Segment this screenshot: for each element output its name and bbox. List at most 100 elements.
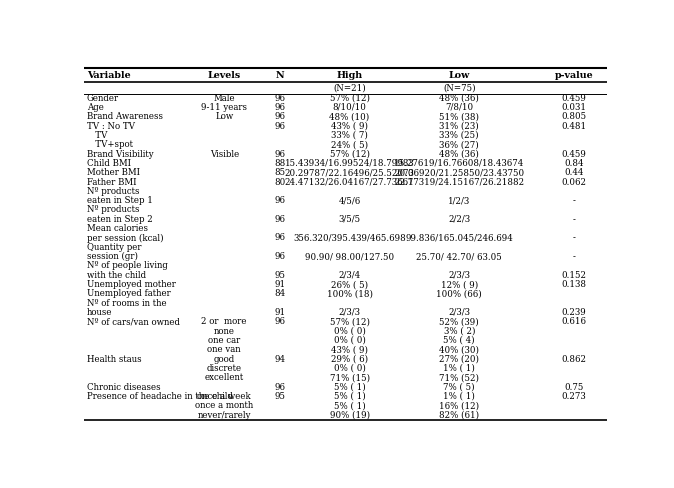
Text: 96: 96 — [274, 383, 286, 391]
Text: 85: 85 — [274, 168, 286, 177]
Text: 2/2/3: 2/2/3 — [448, 215, 470, 224]
Text: 0.239: 0.239 — [562, 308, 586, 317]
Text: -: - — [573, 215, 576, 224]
Text: 0.44: 0.44 — [565, 168, 584, 177]
Text: N: N — [276, 71, 284, 80]
Text: 2 or  more: 2 or more — [202, 317, 247, 326]
Text: 100% (18): 100% (18) — [327, 289, 373, 298]
Text: 96: 96 — [274, 112, 286, 122]
Text: 57% (12): 57% (12) — [330, 150, 369, 159]
Text: 0.062: 0.062 — [561, 178, 586, 186]
Text: 48% (36): 48% (36) — [439, 150, 479, 159]
Text: 1% ( 1): 1% ( 1) — [443, 392, 475, 401]
Text: once a month: once a month — [195, 401, 253, 410]
Text: 71% (15): 71% (15) — [330, 373, 369, 382]
Text: Unemployed father: Unemployed father — [87, 289, 171, 298]
Text: 0.152: 0.152 — [561, 271, 586, 280]
Text: 96: 96 — [274, 94, 286, 102]
Text: 96: 96 — [274, 233, 286, 243]
Text: 96: 96 — [274, 122, 286, 131]
Text: 26% ( 5): 26% ( 5) — [331, 280, 368, 289]
Text: 3% ( 2): 3% ( 2) — [443, 326, 475, 336]
Text: -: - — [573, 196, 576, 205]
Text: 0.616: 0.616 — [561, 317, 586, 326]
Text: one car: one car — [208, 336, 241, 345]
Text: 0.459: 0.459 — [561, 94, 586, 102]
Text: 4/5/6: 4/5/6 — [338, 196, 361, 205]
Text: 80: 80 — [274, 178, 286, 186]
Text: house: house — [87, 308, 113, 317]
Text: 48% (10): 48% (10) — [330, 112, 370, 122]
Text: 95: 95 — [274, 271, 286, 280]
Text: per session (kcal): per session (kcal) — [87, 233, 164, 243]
Text: 9-11 years: 9-11 years — [202, 103, 247, 112]
Text: 57% (12): 57% (12) — [330, 94, 369, 102]
Text: -: - — [573, 252, 576, 261]
Text: 96: 96 — [274, 317, 286, 326]
Text: Nº products: Nº products — [87, 187, 140, 196]
Text: 100% (66): 100% (66) — [437, 289, 482, 298]
Text: 91: 91 — [274, 308, 286, 317]
Text: 82% (61): 82% (61) — [439, 410, 479, 420]
Text: 96: 96 — [274, 150, 286, 159]
Text: 96: 96 — [274, 252, 286, 261]
Text: Low: Low — [215, 112, 233, 122]
Text: 5% ( 1): 5% ( 1) — [334, 383, 365, 391]
Text: 0.75: 0.75 — [565, 383, 584, 391]
Text: Gender: Gender — [87, 94, 119, 102]
Text: 22.77319/24.15167/26.21882: 22.77319/24.15167/26.21882 — [394, 178, 524, 186]
Text: 0.862: 0.862 — [561, 355, 586, 364]
Text: 33% ( 7): 33% ( 7) — [331, 131, 368, 140]
Text: Visible: Visible — [210, 150, 239, 159]
Text: excellent: excellent — [205, 373, 244, 382]
Text: 24% ( 5): 24% ( 5) — [331, 140, 368, 149]
Text: 1% ( 1): 1% ( 1) — [443, 364, 475, 373]
Text: (N=75): (N=75) — [443, 83, 476, 92]
Text: 40% (30): 40% (30) — [439, 346, 479, 354]
Text: discrete: discrete — [207, 364, 242, 373]
Text: p-value: p-value — [555, 71, 594, 80]
Text: 0% ( 0): 0% ( 0) — [334, 364, 365, 373]
Text: 25.70/ 42.70/ 63.05: 25.70/ 42.70/ 63.05 — [417, 252, 502, 261]
Text: Mean calories: Mean calories — [87, 224, 148, 233]
Text: Presence of headache in the child: Presence of headache in the child — [87, 392, 233, 401]
Text: good: good — [214, 355, 235, 364]
Text: 0% ( 0): 0% ( 0) — [334, 326, 365, 336]
Text: never/rarely: never/rarely — [197, 410, 251, 420]
Text: 57% (12): 57% (12) — [330, 317, 369, 326]
Text: 90% (19): 90% (19) — [330, 410, 369, 420]
Text: 2/3/4: 2/3/4 — [338, 271, 361, 280]
Text: Male: Male — [214, 94, 235, 102]
Text: 27% (20): 27% (20) — [439, 355, 479, 364]
Text: eaten in Step 2: eaten in Step 2 — [87, 215, 152, 224]
Text: 5% ( 4): 5% ( 4) — [443, 336, 475, 345]
Text: Nº products: Nº products — [87, 205, 140, 215]
Text: 29% ( 6): 29% ( 6) — [331, 355, 368, 364]
Text: TV: TV — [87, 131, 107, 140]
Text: 90.90/ 98.00/127.50: 90.90/ 98.00/127.50 — [305, 252, 394, 261]
Text: 5% ( 1): 5% ( 1) — [334, 392, 365, 401]
Text: 96: 96 — [274, 196, 286, 205]
Text: with the child: with the child — [87, 271, 146, 280]
Text: session (gr): session (gr) — [87, 252, 138, 261]
Text: 88: 88 — [274, 159, 286, 168]
Text: 0.459: 0.459 — [561, 150, 586, 159]
Text: none: none — [214, 326, 235, 336]
Text: 96: 96 — [274, 103, 286, 112]
Text: 0.84: 0.84 — [564, 159, 584, 168]
Text: 8/10/10: 8/10/10 — [333, 103, 367, 112]
Text: 91: 91 — [274, 280, 286, 289]
Text: 0.805: 0.805 — [561, 112, 587, 122]
Text: Unemployed mother: Unemployed mother — [87, 280, 176, 289]
Text: Mother BMI: Mother BMI — [87, 168, 140, 177]
Text: 0% ( 0): 0% ( 0) — [334, 336, 365, 345]
Text: TV : No TV: TV : No TV — [87, 122, 135, 131]
Text: 24.47132/26.04167/27.73661: 24.47132/26.04167/27.73661 — [284, 178, 415, 186]
Text: 95: 95 — [274, 392, 286, 401]
Text: 7/8/10: 7/8/10 — [446, 103, 473, 112]
Text: 0.481: 0.481 — [561, 122, 587, 131]
Text: 12% ( 9): 12% ( 9) — [441, 280, 478, 289]
Text: Nº of people living: Nº of people living — [87, 262, 168, 270]
Text: 15.43934/16.99524/18.79983: 15.43934/16.99524/18.79983 — [284, 159, 415, 168]
Text: -: - — [573, 233, 576, 243]
